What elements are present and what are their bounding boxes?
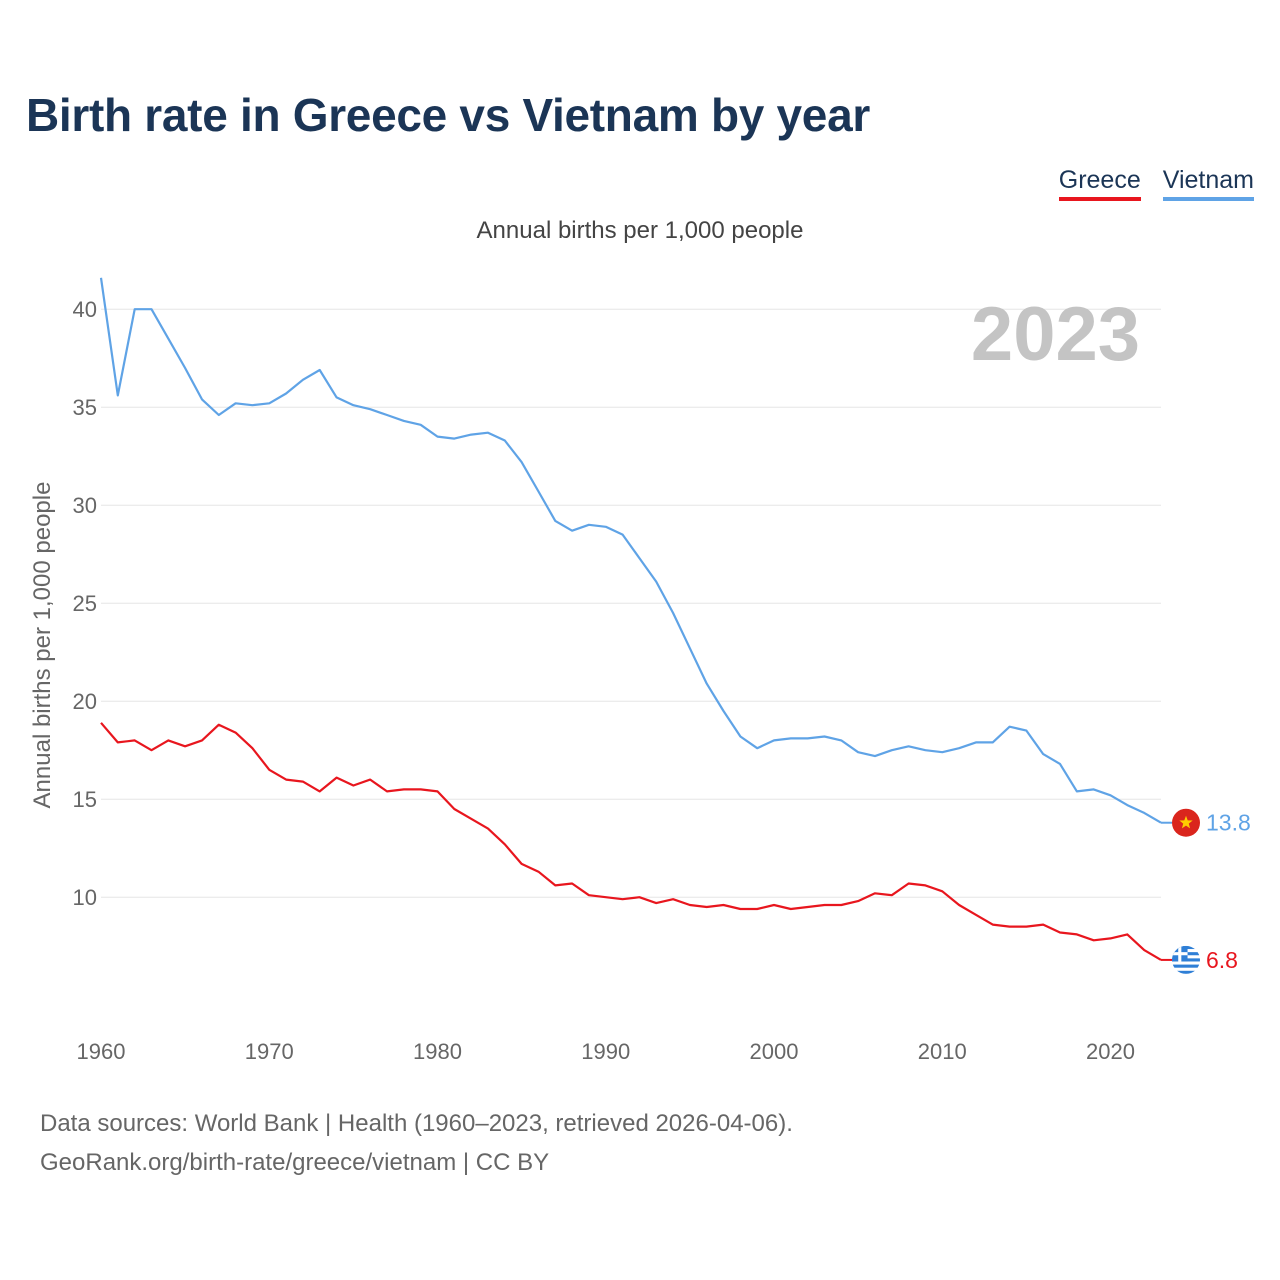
y-tick-label-30: 30 xyxy=(73,493,97,518)
source-line-2: GeoRank.org/birth-rate/greece/vietnam | … xyxy=(40,1149,550,1176)
end-label-greece: 6.8 xyxy=(1206,947,1238,973)
series-line-vietnam xyxy=(99,277,1162,824)
grid xyxy=(101,308,1161,898)
year-watermark: 2023 xyxy=(971,292,1140,377)
y-tick-label-35: 35 xyxy=(73,395,97,420)
legend-item-greece[interactable]: Greece xyxy=(1058,166,1141,201)
y-tick-label-40: 40 xyxy=(73,297,97,322)
x-tick-label-1960: 1960 xyxy=(77,1039,126,1064)
y-tick-label-25: 25 xyxy=(73,591,97,616)
x-tick-label-2010: 2010 xyxy=(918,1039,967,1064)
x-axis-ticks: 1960 1970 1980 1990 2000 2010 2020 xyxy=(77,1039,1135,1064)
y-tick-label-15: 15 xyxy=(73,787,97,812)
legend-item-vietnam[interactable]: Vietnam xyxy=(1162,166,1254,201)
series-lines xyxy=(99,277,1162,961)
x-tick-label-1980: 1980 xyxy=(413,1039,462,1064)
data-source: Data sources: World Bank | Health (1960–… xyxy=(40,1104,793,1182)
star-icon xyxy=(1179,815,1193,829)
end-markers: 6.8 13.8 xyxy=(1161,808,1251,974)
chart-subtitle: Annual births per 1,000 people xyxy=(476,217,804,244)
x-tick-label-1990: 1990 xyxy=(581,1039,630,1064)
x-tick-label-1970: 1970 xyxy=(245,1039,294,1064)
end-label-vietnam: 13.8 xyxy=(1206,810,1251,836)
chart-title: Birth rate in Greece vs Vietnam by year xyxy=(26,89,870,141)
legend: Greece Vietnam xyxy=(1058,166,1254,201)
greece-flag-icon xyxy=(1172,945,1200,974)
x-tick-label-2020: 2020 xyxy=(1086,1039,1135,1064)
x-tick-label-2000: 2000 xyxy=(750,1039,799,1064)
y-axis-title: Annual births per 1,000 people xyxy=(29,482,56,809)
y-tick-label-20: 20 xyxy=(73,689,97,714)
source-line-1: Data sources: World Bank | Health (1960–… xyxy=(40,1110,793,1137)
series-line-greece xyxy=(100,722,1162,961)
y-axis-ticks: 10 15 20 25 30 35 40 xyxy=(73,297,97,910)
y-tick-label-10: 10 xyxy=(73,885,97,910)
